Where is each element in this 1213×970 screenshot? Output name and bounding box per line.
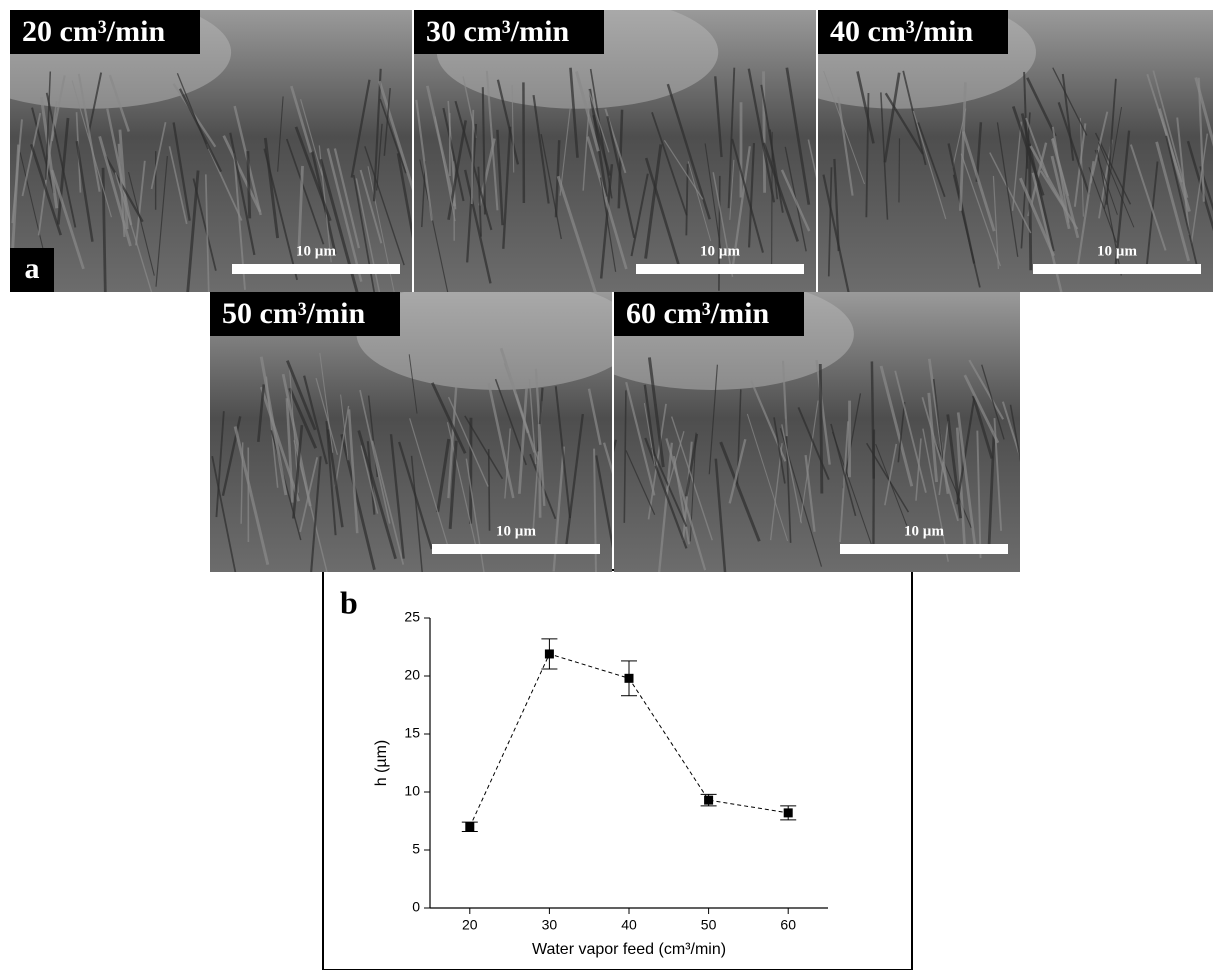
- panel-label: 50 cm³/min: [222, 297, 365, 330]
- panel-label: 30 cm³/min: [426, 15, 569, 48]
- figure: 20 cm³/min10 µm30 cm³/min10 µm40 cm³/min…: [0, 0, 1213, 970]
- y-tick-label: 25: [404, 609, 420, 625]
- sem-fiber: [820, 364, 822, 493]
- panel-label: 20 cm³/min: [22, 15, 165, 48]
- scale-bar-label: 10 µm: [700, 243, 740, 259]
- scale-bar-label: 10 µm: [904, 523, 944, 539]
- sem-fiber: [539, 424, 540, 518]
- x-axis-label: Water vapor feed (cm³/min): [532, 941, 726, 958]
- point: [784, 808, 793, 817]
- scale-bar: [840, 544, 1008, 554]
- scale-bar-label: 10 µm: [496, 523, 536, 539]
- sem-fiber: [899, 138, 900, 202]
- point: [545, 649, 554, 658]
- point: [625, 674, 634, 683]
- scale-bar-label: 10 µm: [1097, 243, 1137, 259]
- scale-bar: [432, 544, 600, 554]
- sem-image: 50 cm³/min 10 µm: [210, 278, 642, 595]
- y-tick-label: 20: [404, 667, 420, 683]
- page: 20 cm³/min10 µm30 cm³/min10 µm40 cm³/min…: [0, 0, 1213, 970]
- x-tick-label: 60: [780, 917, 796, 933]
- x-tick-label: 20: [462, 917, 478, 933]
- y-tick-label: 0: [412, 899, 420, 915]
- sem-fiber: [873, 429, 874, 552]
- sem-image: 60 cm³/min 10 µm: [570, 278, 1035, 592]
- panel-label: 60 cm³/min: [626, 297, 769, 330]
- point: [465, 822, 474, 831]
- panel-a-label: a: [25, 252, 40, 285]
- sem-image: 30 cm³/min 10 µm: [414, 0, 828, 295]
- panel-b-label: b: [340, 584, 358, 620]
- scale-bar: [1033, 264, 1201, 274]
- y-axis-label: h (µm): [373, 740, 390, 787]
- x-tick-label: 50: [701, 917, 717, 933]
- y-tick-label: 15: [404, 725, 420, 741]
- panel-label: 40 cm³/min: [830, 15, 973, 48]
- y-tick-label: 5: [412, 841, 420, 857]
- scale-bar: [232, 264, 400, 274]
- sem-fiber: [1029, 144, 1030, 271]
- sem-fiber: [489, 449, 490, 531]
- scale-bar-label: 10 µm: [296, 243, 336, 259]
- scale-bar: [636, 264, 804, 274]
- y-tick-label: 10: [404, 783, 420, 799]
- sem-image: 20 cm³/min 10 µm: [0, 0, 423, 316]
- x-tick-label: 30: [542, 917, 558, 933]
- sem-image: 40 cm³/min 10 µm: [759, 0, 1213, 312]
- sem-fiber: [248, 151, 250, 218]
- point: [704, 796, 713, 805]
- x-tick-label: 40: [621, 917, 637, 933]
- sem-fiber: [764, 71, 765, 192]
